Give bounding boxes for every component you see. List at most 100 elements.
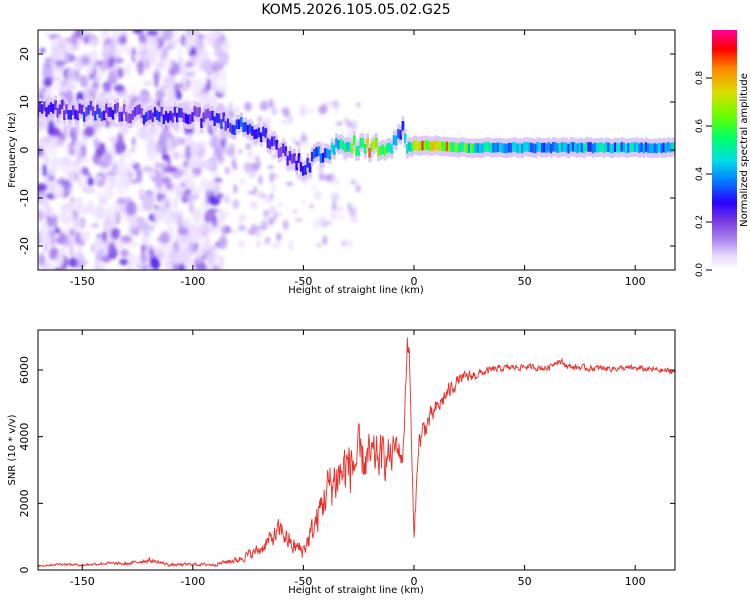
noise-blob bbox=[342, 240, 346, 247]
colorbar-label: Normalized spectral amplitude bbox=[739, 73, 750, 227]
colorbar-tick-label: 0.0 bbox=[695, 263, 705, 278]
ridge-cell bbox=[666, 141, 670, 152]
noise-blob bbox=[275, 211, 282, 217]
noise-blob bbox=[142, 80, 154, 86]
ridge-cell bbox=[233, 125, 237, 135]
ridge-cell bbox=[162, 114, 166, 125]
noise-blob bbox=[166, 225, 174, 231]
noise-blob bbox=[128, 214, 139, 229]
noise-blob bbox=[41, 266, 49, 270]
noise-blob bbox=[218, 208, 226, 225]
noise-blob bbox=[192, 173, 197, 178]
ridge-cell bbox=[339, 138, 343, 149]
noise-blob bbox=[159, 188, 171, 195]
noise-blob bbox=[225, 211, 230, 216]
noise-blob bbox=[50, 247, 59, 260]
noise-blob bbox=[89, 50, 97, 63]
noise-blob bbox=[186, 133, 194, 147]
ridge-cell bbox=[463, 142, 467, 153]
ridge-cell bbox=[114, 104, 117, 114]
colorbar: 0.0 0.2 0.4 0.6 0.8 Normalized spectral ampl… bbox=[695, 30, 750, 277]
noise-blob bbox=[260, 219, 268, 231]
noise-blob bbox=[347, 121, 353, 129]
ridge-cell bbox=[255, 129, 259, 139]
noise-blob bbox=[288, 240, 294, 251]
noise-blob bbox=[173, 136, 182, 145]
noise-blob bbox=[168, 249, 179, 261]
ridge-cell bbox=[571, 141, 575, 152]
ridge-cell bbox=[492, 142, 496, 153]
ridge-cell bbox=[211, 110, 215, 121]
noise-blob bbox=[211, 30, 223, 39]
ridge-cell bbox=[428, 141, 431, 151]
noise-blob bbox=[171, 62, 181, 75]
ridge-cell bbox=[397, 128, 400, 139]
ridge-cell bbox=[558, 142, 562, 153]
ridge-cell bbox=[85, 106, 89, 117]
noise-blob bbox=[64, 50, 71, 64]
ridge-cell bbox=[605, 142, 608, 152]
noise-blob bbox=[313, 191, 323, 200]
noise-blob bbox=[117, 132, 124, 146]
noise-blob bbox=[117, 198, 126, 204]
noise-blob bbox=[42, 66, 54, 80]
noise-blob bbox=[249, 201, 258, 210]
noise-blob bbox=[123, 162, 132, 179]
noise-blob bbox=[194, 38, 205, 51]
noise-blob bbox=[70, 164, 79, 174]
noise-blob bbox=[156, 237, 168, 242]
ridge-cell bbox=[38, 102, 42, 113]
noise-blob bbox=[50, 142, 60, 148]
ridge-cell bbox=[41, 104, 44, 114]
ridge-cell bbox=[335, 137, 338, 148]
y-tick-label: 6000 bbox=[18, 356, 31, 384]
noise-blob bbox=[259, 100, 269, 111]
noise-blob bbox=[269, 98, 273, 109]
ridge-cell bbox=[326, 148, 330, 159]
ridge-cell bbox=[284, 146, 288, 156]
ridge-cell bbox=[536, 142, 540, 152]
noise-blob bbox=[272, 172, 279, 180]
noise-blob bbox=[80, 135, 89, 146]
noise-blob bbox=[77, 219, 86, 227]
noise-blob bbox=[157, 59, 166, 71]
ridge-cell bbox=[456, 143, 460, 153]
ridge-cell bbox=[512, 142, 515, 152]
noise-blob bbox=[351, 119, 359, 129]
noise-blob bbox=[175, 90, 182, 101]
noise-blob bbox=[124, 267, 135, 270]
ridge-cell bbox=[74, 109, 78, 120]
noise-blob bbox=[335, 121, 343, 126]
ridge-cell bbox=[359, 137, 363, 148]
ridge-cell bbox=[237, 119, 241, 130]
ridge-cell bbox=[439, 141, 442, 152]
ridge-cell bbox=[184, 113, 188, 124]
ridge-cell bbox=[485, 141, 489, 152]
noise-blob bbox=[99, 161, 110, 168]
ridge-cell bbox=[118, 111, 122, 122]
noise-blob bbox=[212, 133, 218, 150]
noise-blob bbox=[216, 37, 225, 44]
ridge-cell bbox=[547, 142, 551, 152]
ridge-cell bbox=[169, 110, 173, 121]
noise-blob bbox=[336, 206, 340, 213]
ridge-cell bbox=[624, 143, 628, 154]
ridge-cell bbox=[505, 143, 509, 154]
noise-blob bbox=[103, 186, 114, 200]
noise-blob bbox=[177, 226, 189, 236]
noise-blob bbox=[282, 219, 289, 231]
noise-blob bbox=[94, 192, 105, 200]
colorbar-tick-label: 0.4 bbox=[695, 167, 705, 182]
noise-blob bbox=[319, 172, 325, 181]
noise-blob bbox=[86, 177, 95, 187]
ridge-cell bbox=[94, 110, 97, 121]
noise-blob bbox=[174, 39, 182, 44]
ridge-cell bbox=[191, 112, 195, 122]
ridge-cell bbox=[598, 142, 602, 153]
ridge-cell bbox=[655, 143, 659, 154]
noise-blob bbox=[221, 40, 231, 50]
noise-blob bbox=[138, 93, 148, 100]
ridge-cell bbox=[496, 142, 500, 153]
noise-blob bbox=[199, 180, 212, 190]
ridge-cell bbox=[198, 107, 201, 117]
